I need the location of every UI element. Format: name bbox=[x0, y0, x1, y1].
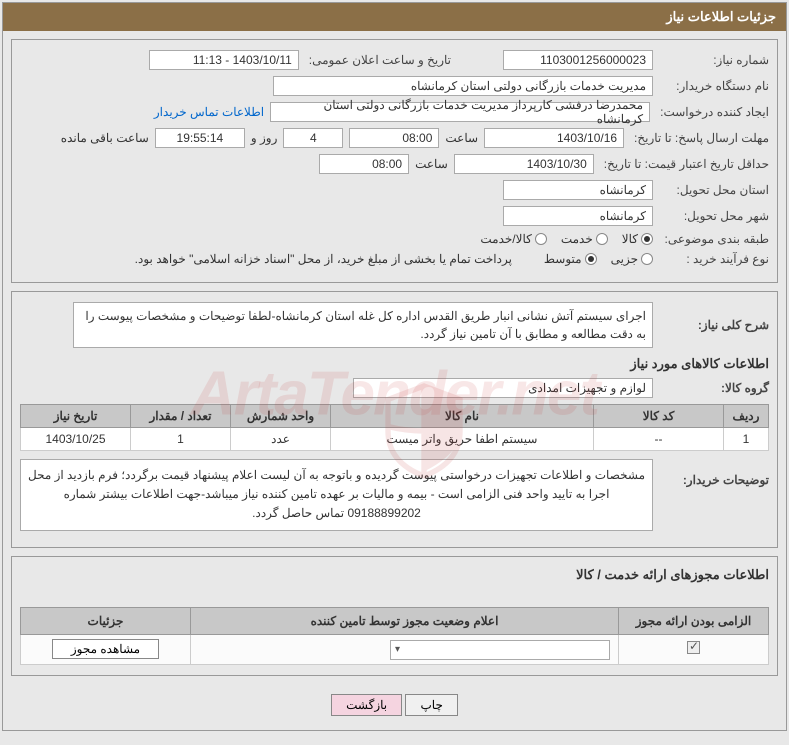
license-title: اطلاعات مجوزهای ارائه خدمت / کالا bbox=[20, 567, 769, 583]
radio-icon bbox=[585, 253, 597, 265]
deadline-date-value: 1403/10/16 bbox=[484, 128, 624, 148]
radio-kala-khedmat-label: کالا/خدمت bbox=[480, 232, 531, 246]
buyer-note-label: توضیحات خریدار: bbox=[659, 459, 769, 487]
category-label: طبقه بندی موضوعی: bbox=[659, 232, 769, 246]
deadline-time-value: 08:00 bbox=[349, 128, 439, 148]
validity-time-value: 08:00 bbox=[319, 154, 409, 174]
overview-label: شرح کلی نیاز: bbox=[659, 318, 769, 332]
view-license-button[interactable]: مشاهده مجوز bbox=[52, 639, 159, 659]
radio-icon bbox=[596, 233, 608, 245]
status-select[interactable]: ▾ bbox=[390, 640, 610, 660]
cell-date: 1403/10/25 bbox=[21, 428, 131, 451]
lth-required: الزامی بودن ارائه مجوز bbox=[619, 607, 769, 634]
days-and-label: روز و bbox=[251, 131, 278, 145]
required-checkbox[interactable] bbox=[687, 641, 700, 654]
requester-label: ایجاد کننده درخواست: bbox=[656, 105, 769, 119]
process-label: نوع فرآیند خرید : bbox=[659, 252, 769, 266]
th-date: تاریخ نیاز bbox=[21, 405, 131, 428]
description-section: ArtaTender.net شرح کلی نیاز: اجرای سیستم… bbox=[11, 291, 778, 548]
lth-status: اعلام وضعیت مجوز توسط تامین کننده bbox=[191, 607, 619, 634]
payment-note: پرداخت تمام یا بخشی از مبلغ خرید، از محل… bbox=[135, 252, 512, 266]
panel-title: جزئیات اطلاعات نیاز bbox=[3, 3, 786, 31]
province-label: استان محل تحویل: bbox=[659, 183, 769, 197]
announce-date-label: تاریخ و ساعت اعلان عمومی: bbox=[305, 53, 451, 67]
buyer-note-text: مشخصات و اطلاعات تجهیزات درخواستی پیوست … bbox=[20, 459, 653, 531]
th-unit: واحد شمارش bbox=[231, 405, 331, 428]
radio-khedmat[interactable]: خدمت bbox=[561, 232, 608, 246]
group-value: لوازم و تجهیزات امدادی bbox=[353, 378, 653, 398]
radio-motavaset-label: متوسط bbox=[544, 252, 582, 266]
validity-date-value: 1403/10/30 bbox=[454, 154, 594, 174]
license-required-cell bbox=[619, 634, 769, 664]
items-table: ردیف کد کالا نام کالا واحد شمارش تعداد /… bbox=[20, 404, 769, 451]
radio-kala-khedmat[interactable]: کالا/خدمت bbox=[480, 232, 546, 246]
province-value: کرمانشاه bbox=[503, 180, 653, 200]
info-section: شماره نیاز: 1103001256000023 تاریخ و ساع… bbox=[11, 39, 778, 283]
overview-text: اجرای سیستم آتش نشانی انبار طریق القدس ا… bbox=[73, 302, 653, 348]
requester-value: محمدرضا درفشی کارپرداز مدیریت خدمات بازر… bbox=[270, 102, 650, 122]
radio-icon bbox=[641, 253, 653, 265]
buyer-value: مدیریت خدمات بازرگانی دولتی استان کرمانش… bbox=[273, 76, 653, 96]
announce-date-value: 1403/10/11 - 11:13 bbox=[149, 50, 299, 70]
time-label-1: ساعت bbox=[445, 131, 478, 145]
lth-details: جزئیات bbox=[21, 607, 191, 634]
back-button[interactable]: بازگشت bbox=[331, 694, 402, 716]
radio-jozei[interactable]: جزیی bbox=[611, 252, 653, 266]
buyer-contact-link[interactable]: اطلاعات تماس خریدار bbox=[154, 105, 264, 119]
print-button[interactable]: چاپ bbox=[405, 694, 457, 716]
radio-kala[interactable]: کالا bbox=[622, 232, 653, 246]
th-name: نام کالا bbox=[331, 405, 594, 428]
th-row: ردیف bbox=[724, 405, 769, 428]
remain-days-value: 4 bbox=[283, 128, 343, 148]
validity-label: حداقل تاریخ اعتبار قیمت: تا تاریخ: bbox=[600, 157, 769, 171]
cell-qty: 1 bbox=[131, 428, 231, 451]
radio-jozei-label: جزیی bbox=[611, 252, 638, 266]
city-value: کرمانشاه bbox=[503, 206, 653, 226]
remain-time-value: 19:55:14 bbox=[155, 128, 245, 148]
main-panel: جزئیات اطلاعات نیاز شماره نیاز: 11030012… bbox=[2, 2, 787, 731]
th-qty: تعداد / مقدار bbox=[131, 405, 231, 428]
city-label: شهر محل تحویل: bbox=[659, 209, 769, 223]
group-label: گروه کالا: bbox=[659, 381, 769, 395]
cell-name: سیستم اطفا حریق واتر میست bbox=[331, 428, 594, 451]
cell-code: -- bbox=[594, 428, 724, 451]
license-row: ▾ مشاهده مجوز bbox=[21, 634, 769, 664]
radio-khedmat-label: خدمت bbox=[561, 232, 593, 246]
license-detail-cell: مشاهده مجوز bbox=[21, 634, 191, 664]
items-title: اطلاعات کالاهای مورد نیاز bbox=[20, 356, 769, 372]
category-radio-group: کالا خدمت کالا/خدمت bbox=[480, 232, 653, 246]
license-section: اطلاعات مجوزهای ارائه خدمت / کالا الزامی… bbox=[11, 556, 778, 676]
deadline-label: مهلت ارسال پاسخ: تا تاریخ: bbox=[630, 131, 769, 145]
time-label-2: ساعت bbox=[415, 157, 448, 171]
radio-icon bbox=[535, 233, 547, 245]
remain-suffix-label: ساعت باقی مانده bbox=[61, 131, 149, 145]
buyer-label: نام دستگاه خریدار: bbox=[659, 79, 769, 93]
cell-row: 1 bbox=[724, 428, 769, 451]
th-code: کد کالا bbox=[594, 405, 724, 428]
need-number-value: 1103001256000023 bbox=[503, 50, 653, 70]
chevron-down-icon: ▾ bbox=[395, 644, 400, 655]
cell-unit: عدد bbox=[231, 428, 331, 451]
radio-kala-label: کالا bbox=[622, 232, 638, 246]
radio-icon bbox=[641, 233, 653, 245]
license-table: الزامی بودن ارائه مجوز اعلام وضعیت مجوز … bbox=[20, 607, 769, 665]
radio-motavaset[interactable]: متوسط bbox=[544, 252, 597, 266]
table-row: 1 -- سیستم اطفا حریق واتر میست عدد 1 140… bbox=[21, 428, 769, 451]
license-status-cell: ▾ bbox=[191, 634, 619, 664]
need-number-label: شماره نیاز: bbox=[659, 53, 769, 67]
button-row: چاپ بازگشت bbox=[3, 684, 786, 730]
process-radio-group: جزیی متوسط bbox=[544, 252, 653, 266]
